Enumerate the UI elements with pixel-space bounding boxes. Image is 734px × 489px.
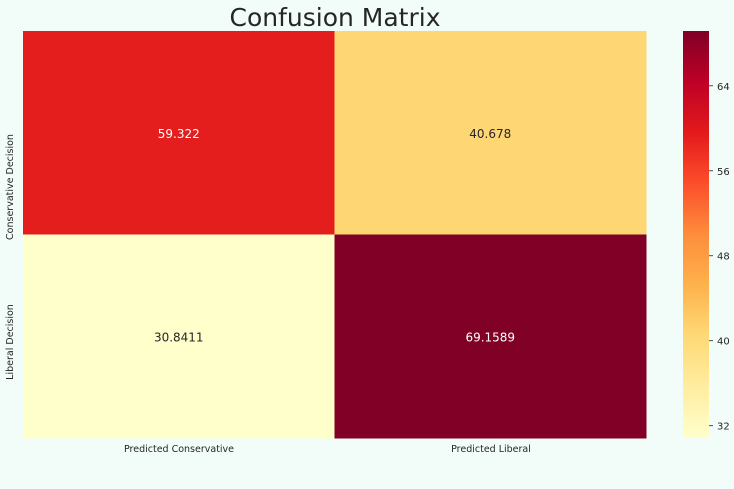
heatmap-value-r0-c0: 59.322 (158, 127, 200, 141)
row-label-1: Liberal Decision (5, 304, 16, 380)
colorbar-tick-label-2: 48 (717, 252, 730, 263)
colorbar (683, 31, 709, 438)
colorbar-tick-label-3: 56 (717, 167, 730, 178)
colorbar-tick-label-4: 64 (717, 82, 730, 93)
heatmap-cells (23, 31, 647, 439)
heatmap-cell-r1-c1 (334, 234, 647, 439)
heatmap-cell-r0-c1 (334, 31, 647, 235)
heatmap-value-r1-c1: 69.1589 (465, 330, 515, 344)
heatmap-value-r0-c1: 40.678 (469, 127, 511, 141)
heatmap-value-r1-c0: 30.8411 (154, 330, 204, 344)
colorbar-tick-label-0: 32 (717, 422, 730, 433)
colorbar-tick-label-1: 40 (717, 337, 730, 348)
chart-title: Confusion Matrix (229, 3, 440, 32)
heatmap-cell-r0-c0 (23, 31, 335, 235)
heatmap-annotations: 59.322 40.678 30.8411 69.1589 (154, 127, 515, 345)
col-label-0: Predicted Conservative (124, 444, 234, 455)
colorbar-ticks: 32 40 48 56 64 (709, 82, 730, 433)
col-label-1: Predicted Liberal (451, 444, 531, 455)
heatmap-cell-r1-c0 (23, 234, 335, 439)
row-label-0: Conservative Decision (5, 134, 16, 240)
